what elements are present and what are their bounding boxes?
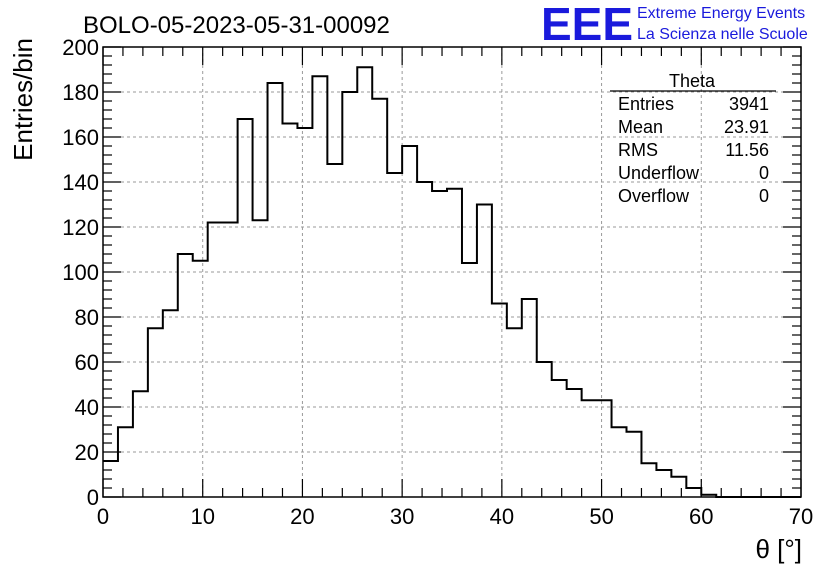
x-tick-label: 70 bbox=[789, 504, 813, 529]
x-tick-label: 40 bbox=[490, 504, 514, 529]
x-tick-label: 20 bbox=[290, 504, 314, 529]
stats-label-entries: Entries bbox=[618, 94, 674, 114]
stats-box-title: Theta bbox=[669, 71, 716, 91]
logo-mark: EEE bbox=[541, 0, 633, 50]
y-tick-label: 80 bbox=[75, 305, 99, 330]
y-tick-label: 60 bbox=[75, 350, 99, 375]
stats-value-mean: 23.91 bbox=[724, 117, 769, 137]
axis-ticks bbox=[102, 46, 802, 498]
y-tick-label: 40 bbox=[75, 395, 99, 420]
logo-line-2: La Scienza nelle Scuole bbox=[637, 26, 808, 43]
y-tick-label: 140 bbox=[62, 170, 99, 195]
stats-value-overflow: 0 bbox=[759, 186, 769, 206]
y-tick-label: 120 bbox=[62, 215, 99, 240]
stats-label-underflow: Underflow bbox=[618, 163, 700, 183]
y-tick-label: 160 bbox=[62, 125, 99, 150]
stats-value-underflow: 0 bbox=[759, 163, 769, 183]
x-tick-label: 60 bbox=[689, 504, 713, 529]
y-tick-labels: 0 20 40 60 80 100 120 140 160 180 200 bbox=[62, 35, 99, 510]
y-tick-label: 200 bbox=[62, 35, 99, 60]
x-tick-label: 0 bbox=[97, 504, 109, 529]
logo-line-1: Extreme Energy Events bbox=[637, 5, 805, 22]
y-axis-label: Entries/bin bbox=[8, 38, 38, 161]
stats-label-overflow: Overflow bbox=[618, 186, 690, 206]
stats-label-mean: Mean bbox=[618, 117, 663, 137]
grid-lines bbox=[103, 47, 801, 497]
run-title: BOLO-05-2023-05-31-00092 bbox=[83, 12, 390, 39]
x-tick-label: 30 bbox=[390, 504, 414, 529]
y-tick-label: 100 bbox=[62, 260, 99, 285]
x-tick-label: 10 bbox=[190, 504, 214, 529]
stats-box: Theta Entries 3941 Mean 23.91 RMS 11.56 … bbox=[610, 71, 776, 206]
x-tick-labels: 0 10 20 30 40 50 60 70 bbox=[97, 504, 813, 529]
histogram-series-theta bbox=[103, 66, 801, 498]
x-tick-label: 50 bbox=[589, 504, 613, 529]
stats-label-rms: RMS bbox=[618, 140, 658, 160]
x-axis-label: θ [°] bbox=[755, 534, 802, 564]
stats-value-rms: 11.56 bbox=[725, 140, 769, 160]
y-tick-label: 0 bbox=[87, 485, 99, 510]
y-tick-label: 180 bbox=[62, 80, 99, 105]
y-tick-label: 20 bbox=[75, 440, 99, 465]
stats-value-entries: 3941 bbox=[729, 94, 769, 114]
